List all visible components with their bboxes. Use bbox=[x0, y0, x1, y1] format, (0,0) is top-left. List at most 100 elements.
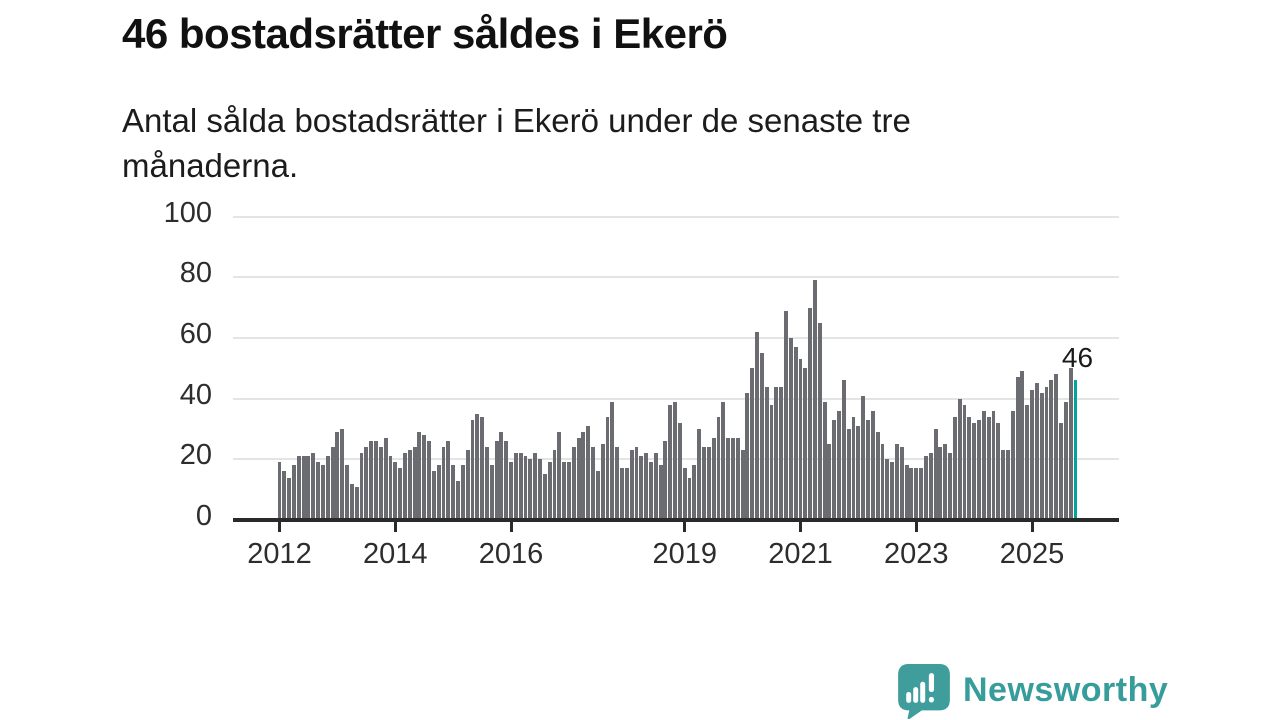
bar bbox=[335, 432, 340, 520]
bar bbox=[600, 444, 605, 520]
bar bbox=[919, 468, 924, 520]
bar bbox=[890, 462, 895, 520]
bar bbox=[538, 459, 542, 520]
logo-bar-2 bbox=[913, 687, 919, 703]
bar bbox=[866, 419, 870, 520]
bar bbox=[330, 447, 335, 520]
bar bbox=[851, 416, 856, 520]
bar bbox=[552, 450, 557, 520]
bar bbox=[484, 447, 489, 520]
gridline bbox=[233, 336, 1119, 339]
bar bbox=[398, 468, 403, 520]
logo-exclamation-dot bbox=[928, 696, 935, 703]
bar bbox=[513, 453, 518, 520]
bar bbox=[595, 471, 600, 520]
chart-subtitle-line: månaderna. bbox=[122, 147, 299, 184]
bar bbox=[648, 462, 653, 520]
bar bbox=[784, 310, 788, 520]
bar bbox=[494, 441, 499, 520]
bar bbox=[1030, 389, 1034, 520]
bar bbox=[523, 456, 528, 520]
bar bbox=[1020, 371, 1025, 520]
x-tick-label: 2025 bbox=[999, 538, 1065, 570]
x-axis-tick bbox=[278, 521, 281, 532]
x-axis-tick bbox=[798, 521, 802, 532]
bar bbox=[634, 447, 639, 520]
bar bbox=[793, 347, 798, 520]
bar bbox=[320, 465, 325, 520]
bar bbox=[764, 386, 769, 520]
bar bbox=[668, 404, 673, 520]
bar bbox=[1044, 386, 1049, 520]
bar bbox=[615, 447, 620, 520]
gridline bbox=[233, 215, 1119, 218]
bar bbox=[711, 438, 716, 520]
bar bbox=[620, 468, 624, 520]
bar bbox=[832, 419, 837, 520]
bar bbox=[774, 386, 779, 520]
bar bbox=[977, 419, 981, 520]
bar bbox=[740, 450, 745, 520]
bar bbox=[846, 428, 851, 520]
bar bbox=[547, 462, 552, 520]
bar bbox=[277, 462, 282, 520]
bar bbox=[571, 447, 576, 520]
bar bbox=[402, 453, 407, 520]
bar bbox=[991, 410, 996, 520]
bar bbox=[870, 410, 875, 520]
bar bbox=[677, 422, 682, 520]
bar bbox=[697, 428, 702, 520]
logo-bar-1 bbox=[906, 692, 912, 703]
bar bbox=[957, 398, 962, 520]
bar bbox=[316, 462, 321, 520]
bar bbox=[1068, 368, 1073, 520]
bar bbox=[566, 462, 571, 520]
x-tick-label: 2021 bbox=[768, 538, 833, 570]
bar bbox=[509, 462, 513, 520]
y-tick-label: 40 bbox=[179, 378, 212, 411]
bar bbox=[808, 307, 813, 520]
y-tick-label: 80 bbox=[179, 257, 212, 290]
bar bbox=[446, 441, 451, 520]
bar bbox=[948, 453, 952, 520]
bar bbox=[470, 419, 475, 520]
bar bbox=[885, 459, 890, 520]
gridline bbox=[233, 397, 1119, 400]
bar bbox=[972, 422, 977, 520]
bar bbox=[817, 322, 822, 520]
bar bbox=[383, 438, 388, 520]
bar bbox=[533, 453, 538, 520]
bar bbox=[1059, 422, 1063, 520]
bar bbox=[827, 444, 832, 520]
bar bbox=[412, 447, 417, 520]
value-annotation: 46 bbox=[1061, 342, 1094, 374]
bar bbox=[480, 416, 485, 520]
x-axis-tick bbox=[1030, 521, 1034, 532]
bar bbox=[586, 425, 591, 520]
bar bbox=[624, 468, 629, 520]
bar bbox=[354, 486, 359, 520]
bar bbox=[528, 459, 533, 520]
bar bbox=[644, 453, 649, 520]
bar bbox=[875, 432, 880, 520]
chart-title: 46 bostadsrätter såldes i Ekerö bbox=[122, 10, 728, 57]
bar bbox=[721, 401, 726, 520]
bar bbox=[996, 422, 1001, 520]
bar bbox=[518, 453, 523, 520]
bar-chart: 0 20 40 60 80 100 2012 2014 2016 2019 2021 2023 2025… bbox=[163, 196, 1119, 570]
bar bbox=[325, 456, 330, 520]
x-tick-label: 2012 bbox=[247, 538, 312, 570]
bar bbox=[610, 401, 615, 520]
bar bbox=[856, 425, 861, 520]
x-tick-label: 2016 bbox=[478, 538, 544, 570]
bar bbox=[605, 416, 610, 520]
highlighted-bar bbox=[1073, 380, 1078, 520]
bar bbox=[914, 468, 919, 520]
bar bbox=[813, 280, 817, 520]
bar bbox=[962, 404, 967, 520]
bar bbox=[629, 450, 634, 520]
bar bbox=[359, 453, 364, 520]
bar bbox=[431, 471, 436, 520]
y-tick-label: 100 bbox=[163, 196, 212, 229]
bar bbox=[687, 477, 692, 520]
